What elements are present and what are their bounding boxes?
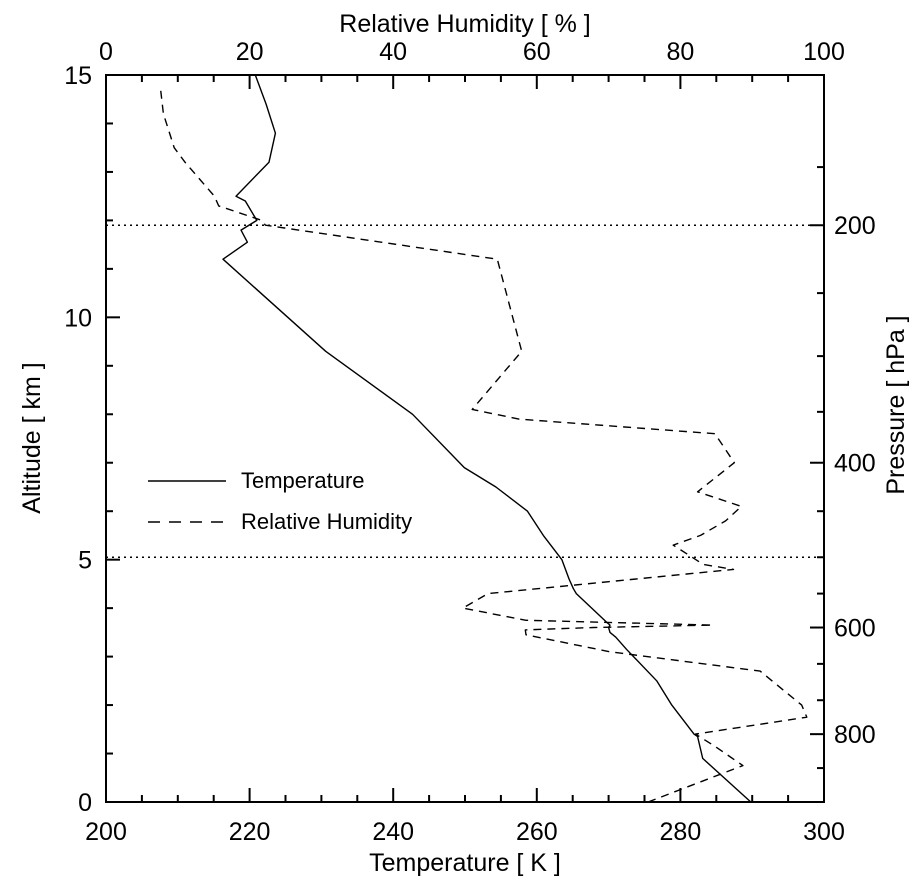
x-top-tick-label: 100: [803, 38, 845, 66]
x-bottom-tick-label: 280: [660, 818, 702, 846]
x-bottom-tick-label: 300: [803, 818, 845, 846]
x-bottom-tick-label: 200: [85, 818, 127, 846]
x-top-tick-label: 20: [236, 38, 264, 66]
y-right-tick-label: 600: [834, 615, 876, 643]
x-top-tick-label: 40: [379, 38, 407, 66]
x-top-tick-label: 60: [523, 38, 551, 66]
series-relative-humidity: [159, 89, 808, 803]
legend-label-relative-humidity: Relative Humidity: [241, 509, 412, 534]
tick-labels: 200 220 240 260 280 300 0 20 40 60 80 100 0 5 10 15 200 4…: [64, 38, 876, 846]
x-top-tick-label: 0: [99, 38, 113, 66]
y-left-tick-label: 10: [64, 304, 92, 332]
x-bottom-tick-label: 240: [372, 818, 414, 846]
y-left-tick-label: 0: [78, 789, 92, 817]
y-right-tick-label: 800: [834, 721, 876, 749]
y-axis-title-left: Altitude [ km ]: [18, 362, 46, 513]
x-bottom-tick-label: 220: [229, 818, 271, 846]
legend: Temperature Relative Humidity: [148, 468, 412, 534]
y-right-tick-label: 200: [834, 212, 876, 240]
y-right-tick-label: 400: [834, 450, 876, 478]
y-axis-title-right: Pressure [ hPa ]: [882, 315, 910, 494]
reference-lines: [106, 224, 824, 558]
y-left-tick-label: 5: [78, 547, 92, 575]
legend-label-temperature: Temperature: [241, 468, 365, 493]
y-left-tick-label: 15: [64, 62, 92, 90]
series-lines: [159, 74, 808, 803]
x-bottom-tick-label: 260: [516, 818, 558, 846]
x-axis-title-top: Relative Humidity [ % ]: [339, 10, 590, 38]
axis-ticks: [105, 74, 825, 803]
x-axis-title-bottom: Temperature [ K ]: [369, 849, 561, 877]
series-temperature: [222, 74, 752, 803]
x-top-tick-label: 80: [666, 38, 694, 66]
plot-frame: [105, 74, 825, 803]
